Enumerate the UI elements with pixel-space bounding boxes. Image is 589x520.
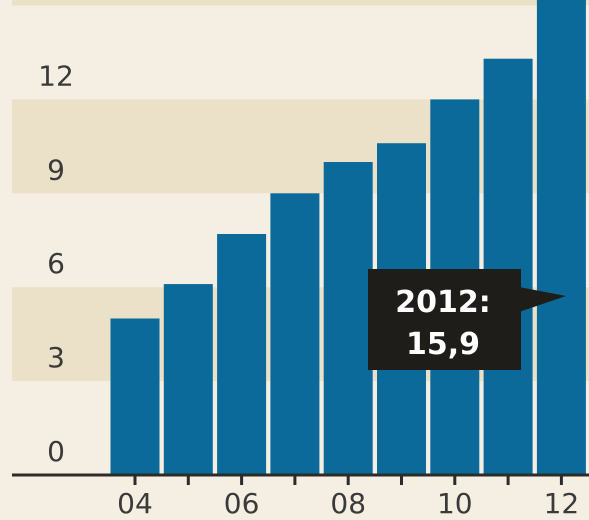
bar-2011 xyxy=(483,58,533,476)
x-tick-label-08: 08 xyxy=(330,487,366,520)
x-tick-label-06: 06 xyxy=(224,487,260,520)
bar-2005 xyxy=(163,284,213,475)
grid-band xyxy=(12,0,589,6)
x-tick-label-04: 04 xyxy=(117,487,153,520)
callout-pointer xyxy=(519,287,566,312)
x-axis-tick-marks xyxy=(133,475,563,485)
bar-2008 xyxy=(323,162,373,475)
x-tick-label-10: 10 xyxy=(437,487,473,520)
bar-2004 xyxy=(110,318,160,475)
callout-year-label: 2012: xyxy=(395,285,491,320)
y-axis-tick-labels: 0 3 6 9 12 xyxy=(38,59,74,468)
bar-series xyxy=(110,0,586,476)
x-tick-label-12: 12 xyxy=(544,487,580,520)
bar-2007 xyxy=(270,193,320,476)
bar-2006 xyxy=(217,233,267,475)
callout-box xyxy=(368,269,521,370)
y-tick-label-3: 3 xyxy=(47,341,65,374)
y-tick-label-12: 12 xyxy=(38,59,74,92)
bar-2012 xyxy=(536,0,586,476)
value-callout: 2012: 15,9 xyxy=(368,269,566,370)
callout-value-label: 15,9 xyxy=(406,327,480,362)
y-tick-label-6: 6 xyxy=(47,247,65,280)
y-tick-label-0: 0 xyxy=(47,435,65,468)
x-axis-tick-labels: 04 06 08 10 12 xyxy=(117,487,579,520)
y-tick-label-9: 9 xyxy=(47,153,65,186)
